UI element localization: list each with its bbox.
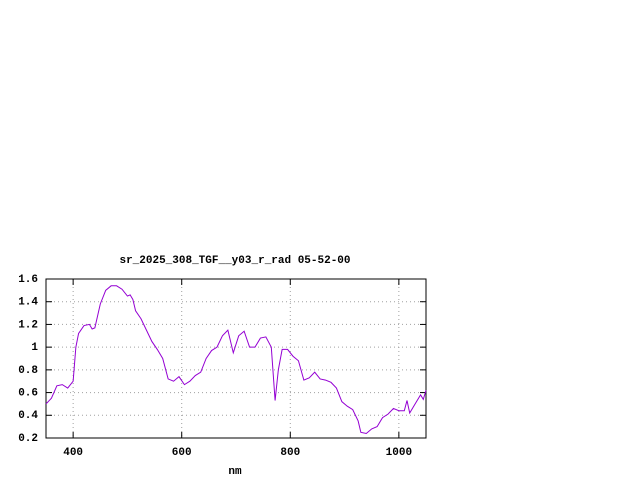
data-line <box>45 285 427 434</box>
y-tick-label: 1 <box>31 342 38 354</box>
x-tick-label: 400 <box>63 447 83 459</box>
y-tick-label: 1.4 <box>18 297 38 309</box>
x-tick-label: 800 <box>280 447 300 459</box>
x-axis-label: nm <box>228 466 242 478</box>
x-tick-label: 600 <box>172 447 192 459</box>
y-tick-label: 0.8 <box>18 365 38 377</box>
y-tick-label: 0.4 <box>18 410 38 422</box>
x-tick-label: 1000 <box>386 447 412 459</box>
y-tick-label: 0.6 <box>18 387 38 399</box>
y-tick-label: 1.2 <box>18 319 38 331</box>
y-tick-label: 1.6 <box>18 274 38 286</box>
y-tick-label: 0.2 <box>18 433 38 445</box>
plot-border <box>45 278 427 439</box>
chart-title: sr_2025_308_TGF__y03_r_rad 05-52-00 <box>119 255 350 267</box>
